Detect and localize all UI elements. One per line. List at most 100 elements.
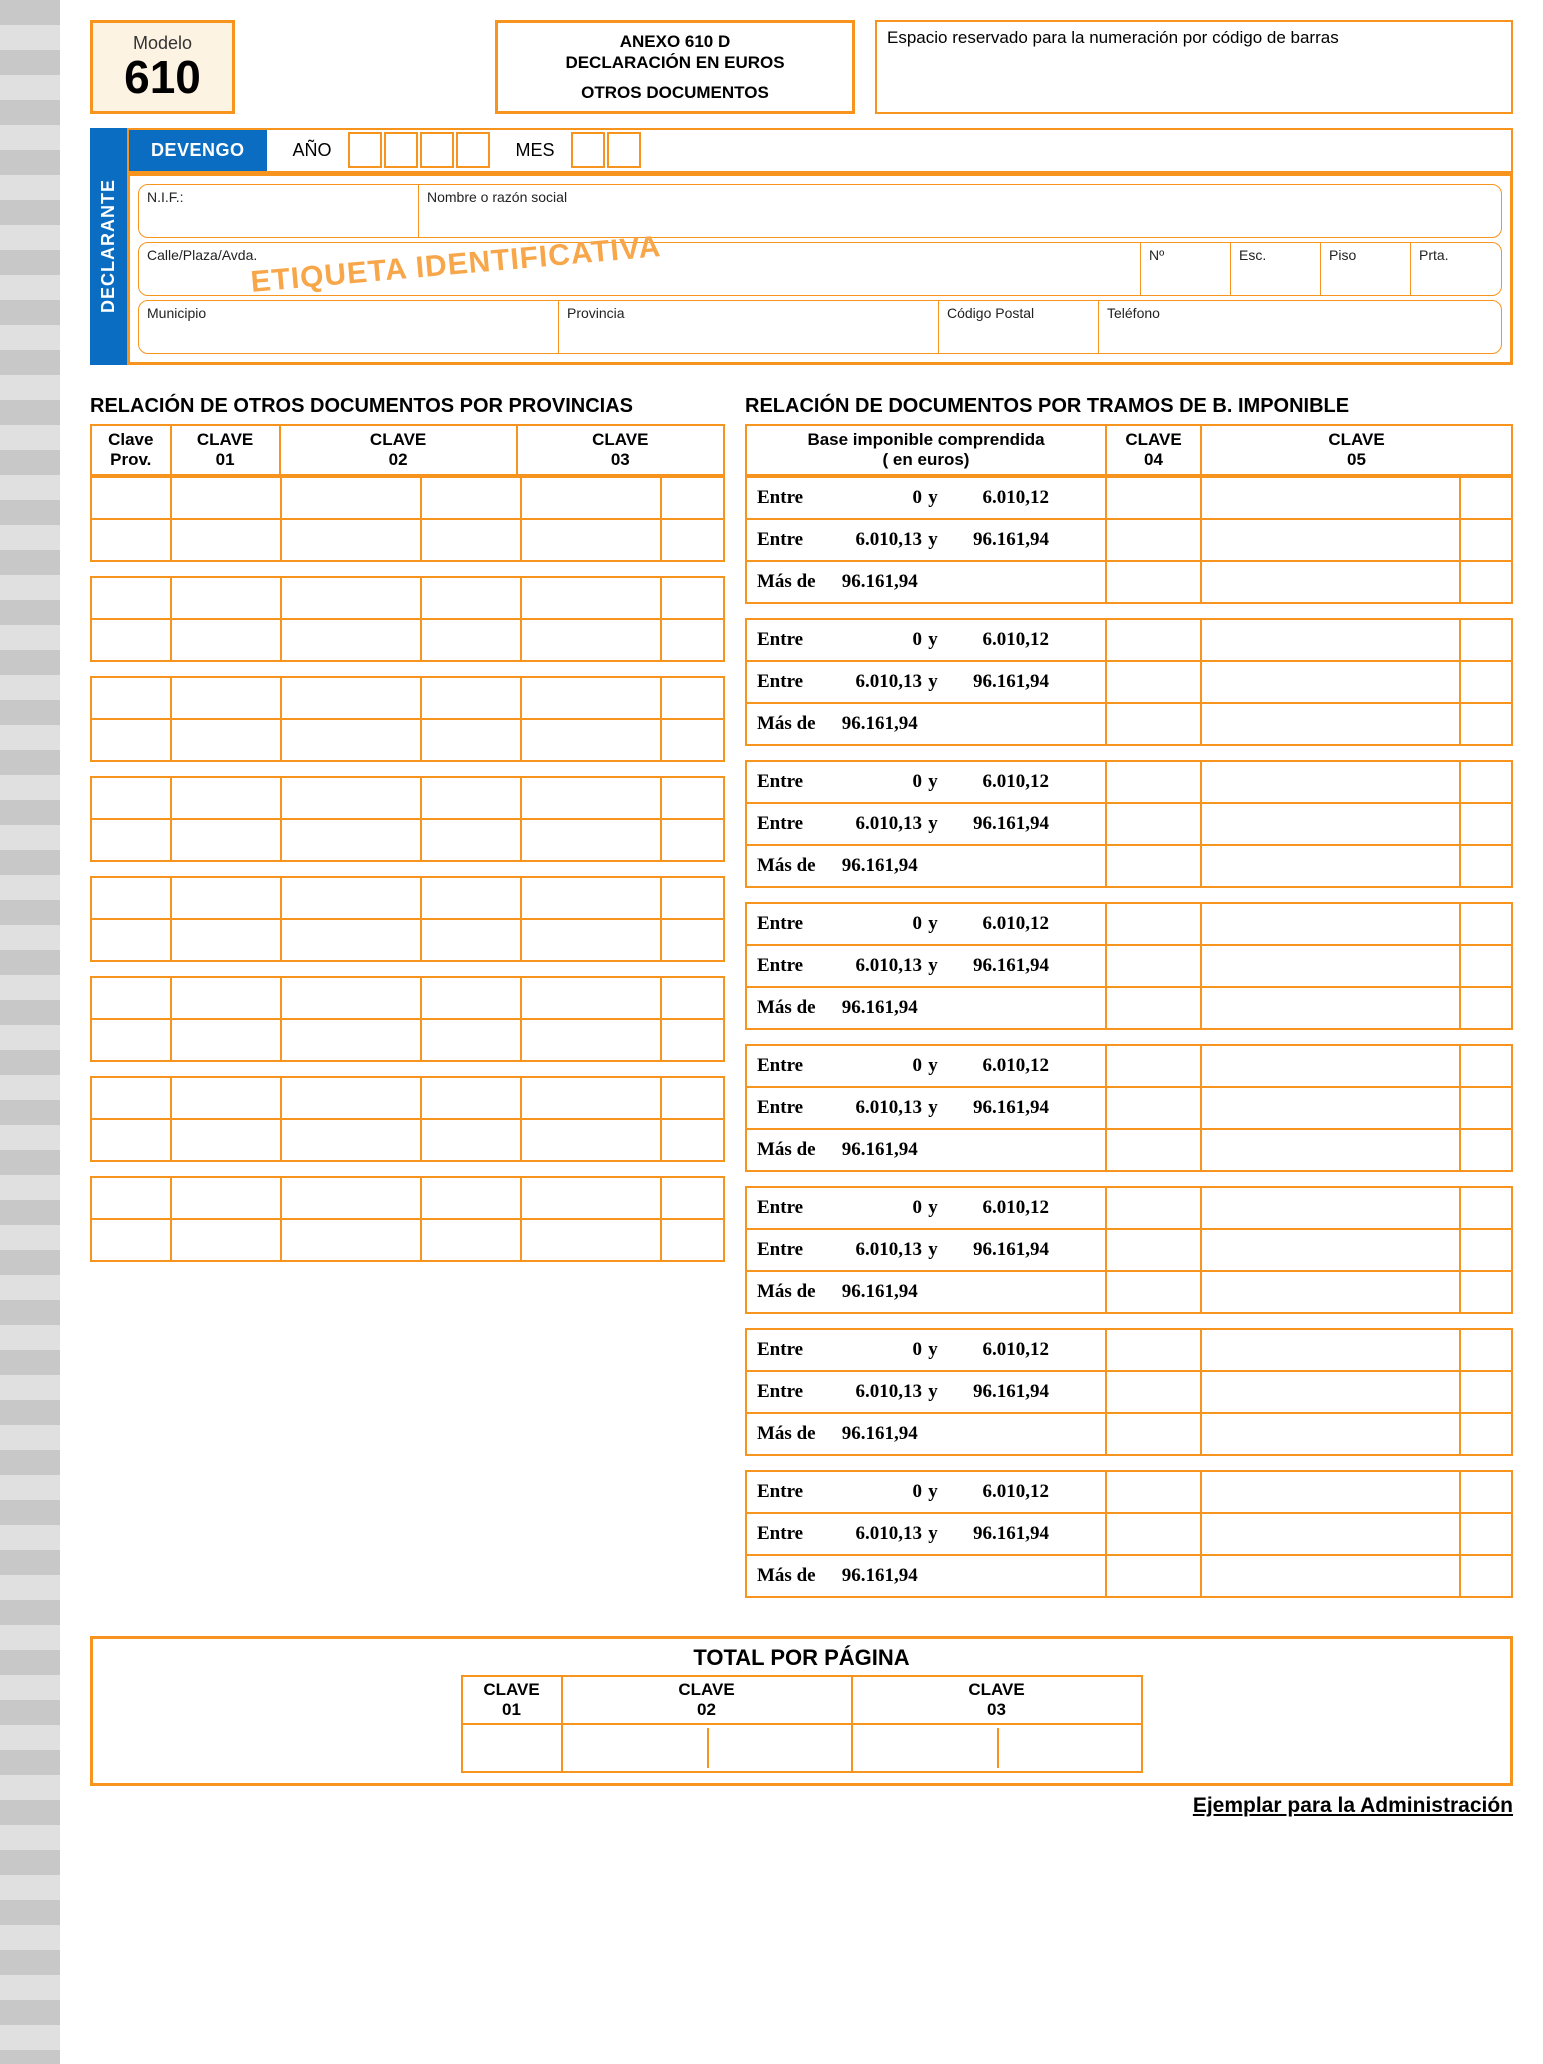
cell-clave05[interactable] <box>1201 1471 1512 1513</box>
cell-claveprov[interactable] <box>91 619 171 661</box>
cell-clave03[interactable] <box>521 819 724 861</box>
cell-claveprov[interactable] <box>91 719 171 761</box>
cell-clave02[interactable] <box>281 677 521 719</box>
cell-clave05[interactable] <box>1201 561 1512 603</box>
cell-clave05[interactable] <box>1201 519 1512 561</box>
ano-char-input[interactable] <box>348 132 382 168</box>
total-cell-c3[interactable] <box>852 1724 1142 1772</box>
cell-claveprov[interactable] <box>91 877 171 919</box>
cell-clave05[interactable] <box>1201 477 1512 519</box>
cell-clave04[interactable] <box>1106 1471 1201 1513</box>
cell-clave04[interactable] <box>1106 1555 1201 1597</box>
cell-clave04[interactable] <box>1106 1129 1201 1171</box>
cell-claveprov[interactable] <box>91 677 171 719</box>
cell-clave05[interactable] <box>1201 945 1512 987</box>
cell-clave03[interactable] <box>521 677 724 719</box>
cell-claveprov[interactable] <box>91 1019 171 1061</box>
cell-clave04[interactable] <box>1106 903 1201 945</box>
cell-clave02[interactable] <box>281 477 521 519</box>
cell-clave05[interactable] <box>1201 803 1512 845</box>
cell-clave03[interactable] <box>521 1219 724 1261</box>
cell-clave02[interactable] <box>281 977 521 1019</box>
cell-claveprov[interactable] <box>91 1177 171 1219</box>
esc-field[interactable]: Esc. <box>1231 243 1321 295</box>
cell-clave05[interactable] <box>1201 845 1512 887</box>
cell-clave04[interactable] <box>1106 1271 1201 1313</box>
cell-clave05[interactable] <box>1201 1271 1512 1313</box>
cell-clave01[interactable] <box>171 819 281 861</box>
cell-clave05[interactable] <box>1201 903 1512 945</box>
tel-field[interactable]: Teléfono <box>1099 301 1501 353</box>
ano-char-input[interactable] <box>456 132 490 168</box>
cell-clave05[interactable] <box>1201 1229 1512 1271</box>
cell-clave01[interactable] <box>171 919 281 961</box>
cell-clave02[interactable] <box>281 1219 521 1261</box>
cell-clave01[interactable] <box>171 719 281 761</box>
cell-clave01[interactable] <box>171 677 281 719</box>
cell-clave05[interactable] <box>1201 1129 1512 1171</box>
total-cell-c2[interactable] <box>562 1724 852 1772</box>
cell-clave05[interactable] <box>1201 661 1512 703</box>
cell-clave03[interactable] <box>521 1119 724 1161</box>
cell-clave04[interactable] <box>1106 1187 1201 1229</box>
cell-clave05[interactable] <box>1201 1513 1512 1555</box>
cp-field[interactable]: Código Postal <box>939 301 1099 353</box>
cell-clave04[interactable] <box>1106 1045 1201 1087</box>
cell-claveprov[interactable] <box>91 1219 171 1261</box>
cell-clave03[interactable] <box>521 919 724 961</box>
cell-clave05[interactable] <box>1201 1329 1512 1371</box>
cell-clave03[interactable] <box>521 977 724 1019</box>
cell-clave01[interactable] <box>171 1019 281 1061</box>
cell-claveprov[interactable] <box>91 819 171 861</box>
cell-clave04[interactable] <box>1106 845 1201 887</box>
cell-clave02[interactable] <box>281 519 521 561</box>
nombre-field[interactable]: Nombre o razón social <box>419 185 960 237</box>
calle-field[interactable]: Calle/Plaza/Avda. <box>139 243 1141 295</box>
cell-clave04[interactable] <box>1106 561 1201 603</box>
cell-clave01[interactable] <box>171 977 281 1019</box>
cell-clave05[interactable] <box>1201 703 1512 745</box>
cell-clave05[interactable] <box>1201 1045 1512 1087</box>
cell-clave05[interactable] <box>1201 761 1512 803</box>
cell-claveprov[interactable] <box>91 477 171 519</box>
cell-clave03[interactable] <box>521 519 724 561</box>
cell-clave01[interactable] <box>171 777 281 819</box>
cell-claveprov[interactable] <box>91 977 171 1019</box>
cell-claveprov[interactable] <box>91 777 171 819</box>
cell-clave03[interactable] <box>521 477 724 519</box>
cell-clave03[interactable] <box>521 719 724 761</box>
prta-field[interactable]: Prta. <box>1411 243 1501 295</box>
cell-clave05[interactable] <box>1201 1413 1512 1455</box>
cell-clave04[interactable] <box>1106 761 1201 803</box>
cell-clave04[interactable] <box>1106 477 1201 519</box>
cell-clave04[interactable] <box>1106 1329 1201 1371</box>
mes-char-input[interactable] <box>607 132 641 168</box>
cell-clave04[interactable] <box>1106 1371 1201 1413</box>
cell-clave02[interactable] <box>281 777 521 819</box>
ano-char-input[interactable] <box>384 132 418 168</box>
cell-clave02[interactable] <box>281 1177 521 1219</box>
cell-clave02[interactable] <box>281 1019 521 1061</box>
cell-clave01[interactable] <box>171 577 281 619</box>
cell-clave03[interactable] <box>521 777 724 819</box>
total-cell-c1[interactable] <box>462 1724 562 1772</box>
cell-clave04[interactable] <box>1106 1413 1201 1455</box>
cell-clave04[interactable] <box>1106 1513 1201 1555</box>
cell-clave04[interactable] <box>1106 1229 1201 1271</box>
cell-clave02[interactable] <box>281 619 521 661</box>
municipio-field[interactable]: Municipio <box>139 301 559 353</box>
mes-char-input[interactable] <box>571 132 605 168</box>
cell-claveprov[interactable] <box>91 919 171 961</box>
cell-clave05[interactable] <box>1201 1187 1512 1229</box>
cell-clave04[interactable] <box>1106 803 1201 845</box>
nif-field[interactable]: N.I.F.: <box>139 185 419 237</box>
cell-clave01[interactable] <box>171 877 281 919</box>
cell-clave03[interactable] <box>521 1019 724 1061</box>
cell-clave05[interactable] <box>1201 1371 1512 1413</box>
cell-clave01[interactable] <box>171 1177 281 1219</box>
cell-clave01[interactable] <box>171 477 281 519</box>
ano-char-input[interactable] <box>420 132 454 168</box>
cell-claveprov[interactable] <box>91 519 171 561</box>
cell-clave05[interactable] <box>1201 987 1512 1029</box>
cell-clave03[interactable] <box>521 1177 724 1219</box>
